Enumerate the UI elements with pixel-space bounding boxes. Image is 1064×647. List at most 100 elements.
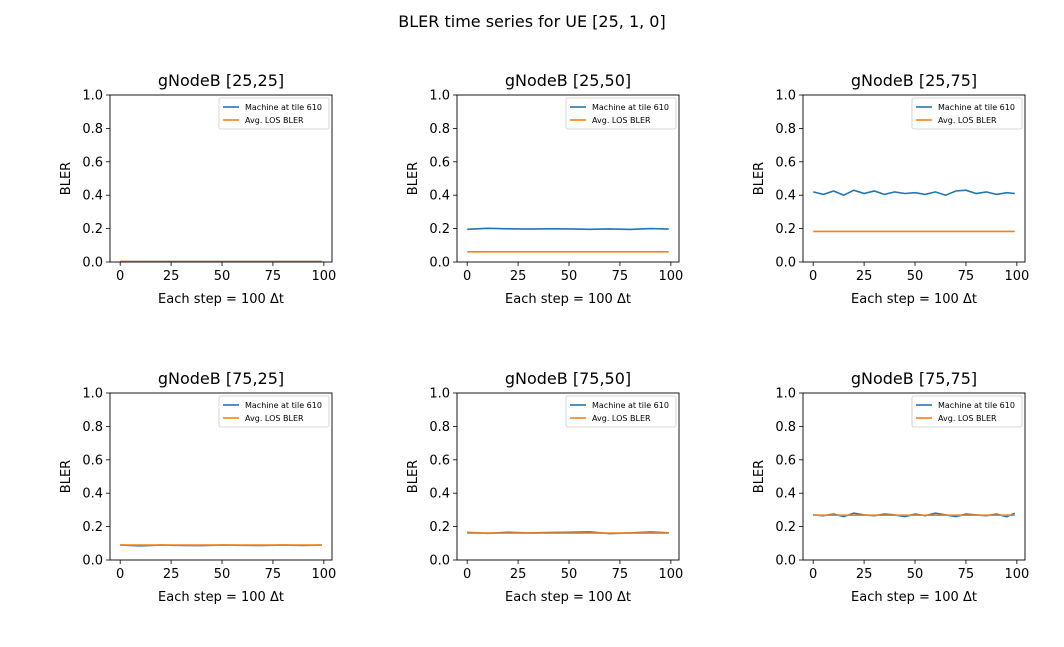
- subplot-2: gNodeB [25,50] 0.0 0.2 0.4 0.6 0.8 1.0 0 25 50 75 1…: [406, 71, 683, 307]
- x-tick-label: 100: [1004, 269, 1029, 284]
- y-tick-label: 0.8: [429, 122, 450, 137]
- x-tick-label: 75: [612, 567, 629, 582]
- y-tick-label: 0.0: [82, 554, 103, 569]
- x-tick-label: 50: [561, 567, 578, 582]
- y-tick-label: 0.0: [775, 554, 796, 569]
- y-tick-label: 0.6: [82, 155, 103, 170]
- plot-frame: [109, 94, 333, 263]
- subplot-title: gNodeB [75,50]: [505, 369, 631, 388]
- x-tick-label: 100: [658, 567, 683, 582]
- y-tick-label: 1.0: [775, 89, 796, 104]
- legend-label: Machine at tile 610: [938, 401, 1015, 410]
- y-tick-label: 0.8: [429, 420, 450, 435]
- legend-label: Avg. LOS BLER: [592, 116, 651, 125]
- x-tick-label: 25: [856, 567, 873, 582]
- y-tick-label: 0.6: [82, 453, 103, 468]
- x-tick-label: 50: [214, 567, 231, 582]
- subplot-4: gNodeB [75,25] 0.0 0.2 0.4 0.6 0.8 1.0 0 25 50 75 1…: [59, 369, 336, 605]
- y-tick-label: 0.4: [429, 487, 450, 502]
- x-tick-label: 0: [463, 567, 471, 582]
- legend: Machine at tile 610 Avg. LOS BLER: [218, 97, 330, 130]
- legend-box: [911, 97, 1023, 130]
- legend-box: [218, 97, 330, 130]
- legend-box: [565, 97, 677, 130]
- legend-box: [911, 395, 1023, 428]
- legend-label: Machine at tile 610: [592, 103, 669, 112]
- legend-label: Machine at tile 610: [245, 401, 322, 410]
- subplot-title: gNodeB [25,50]: [505, 71, 631, 90]
- y-tick-label: 0.2: [429, 222, 450, 237]
- y-axis-label: BLER: [752, 460, 767, 493]
- y-tick-label: 1.0: [429, 89, 450, 104]
- y-tick-label: 0.0: [429, 554, 450, 569]
- x-axis-label: Each step = 100 Δt: [505, 590, 631, 605]
- x-tick-label: 50: [561, 269, 578, 284]
- y-tick-label: 0.4: [775, 487, 796, 502]
- plot-frame: [456, 94, 680, 263]
- plot-frame: [456, 392, 680, 561]
- x-tick-label: 0: [809, 567, 817, 582]
- legend-label: Avg. LOS BLER: [245, 116, 304, 125]
- legend-label: Machine at tile 610: [245, 103, 322, 112]
- legend: Machine at tile 610 Avg. LOS BLER: [911, 395, 1023, 428]
- x-tick-label: 0: [809, 269, 817, 284]
- x-tick-label: 75: [958, 269, 975, 284]
- legend: Machine at tile 610 Avg. LOS BLER: [911, 97, 1023, 130]
- y-tick-label: 0.2: [775, 520, 796, 535]
- y-tick-label: 0.0: [82, 256, 103, 271]
- x-tick-label: 25: [510, 567, 527, 582]
- y-tick-label: 0.2: [429, 520, 450, 535]
- y-tick-label: 0.0: [775, 256, 796, 271]
- legend: Machine at tile 610 Avg. LOS BLER: [565, 395, 677, 428]
- y-tick-label: 0.4: [429, 189, 450, 204]
- y-axis-label: BLER: [752, 162, 767, 195]
- subplot-1: gNodeB [25,25] 0.0 0.2 0.4 0.6 0.8 1.0 0 25 50 75 1…: [59, 71, 336, 307]
- y-tick-label: 0.8: [775, 122, 796, 137]
- legend-label: Avg. LOS BLER: [245, 414, 304, 423]
- y-tick-label: 0.6: [775, 453, 796, 468]
- x-axis-label: Each step = 100 Δt: [851, 590, 977, 605]
- y-tick-label: 0.4: [775, 189, 796, 204]
- series-machine-line: [813, 189, 1015, 197]
- y-tick-label: 0.8: [82, 122, 103, 137]
- y-tick-label: 0.2: [775, 222, 796, 237]
- y-tick-label: 0.4: [82, 487, 103, 502]
- x-tick-label: 0: [116, 269, 124, 284]
- legend-label: Machine at tile 610: [938, 103, 1015, 112]
- subplot-title: gNodeB [75,75]: [851, 369, 977, 388]
- y-tick-label: 0.8: [775, 420, 796, 435]
- x-tick-label: 25: [163, 567, 180, 582]
- y-axis-label: BLER: [406, 162, 421, 195]
- x-tick-label: 50: [907, 269, 924, 284]
- legend-box: [565, 395, 677, 428]
- x-tick-label: 0: [463, 269, 471, 284]
- x-tick-label: 50: [214, 269, 231, 284]
- x-axis-label: Each step = 100 Δt: [505, 292, 631, 307]
- x-tick-label: 25: [510, 269, 527, 284]
- y-tick-label: 0.6: [775, 155, 796, 170]
- x-axis-label: Each step = 100 Δt: [158, 292, 284, 307]
- legend-label: Avg. LOS BLER: [938, 414, 997, 423]
- plot-frame: [109, 392, 333, 561]
- legend-box: [218, 395, 330, 428]
- y-tick-label: 0.0: [429, 256, 450, 271]
- y-axis-label: BLER: [59, 162, 74, 195]
- x-tick-label: 75: [958, 567, 975, 582]
- x-tick-label: 75: [265, 269, 282, 284]
- y-tick-label: 0.6: [429, 453, 450, 468]
- y-tick-label: 1.0: [82, 387, 103, 402]
- x-tick-label: 100: [658, 269, 683, 284]
- legend-label: Avg. LOS BLER: [592, 414, 651, 423]
- plot-frame: [802, 94, 1026, 263]
- y-tick-label: 0.2: [82, 222, 103, 237]
- legend: Machine at tile 610 Avg. LOS BLER: [218, 395, 330, 428]
- x-tick-label: 25: [856, 269, 873, 284]
- x-tick-label: 100: [1004, 567, 1029, 582]
- subplot-title: gNodeB [75,25]: [158, 369, 284, 388]
- series-machine-line: [467, 227, 669, 231]
- x-tick-label: 100: [311, 269, 336, 284]
- x-tick-label: 50: [907, 567, 924, 582]
- x-tick-label: 75: [612, 269, 629, 284]
- x-axis-label: Each step = 100 Δt: [158, 590, 284, 605]
